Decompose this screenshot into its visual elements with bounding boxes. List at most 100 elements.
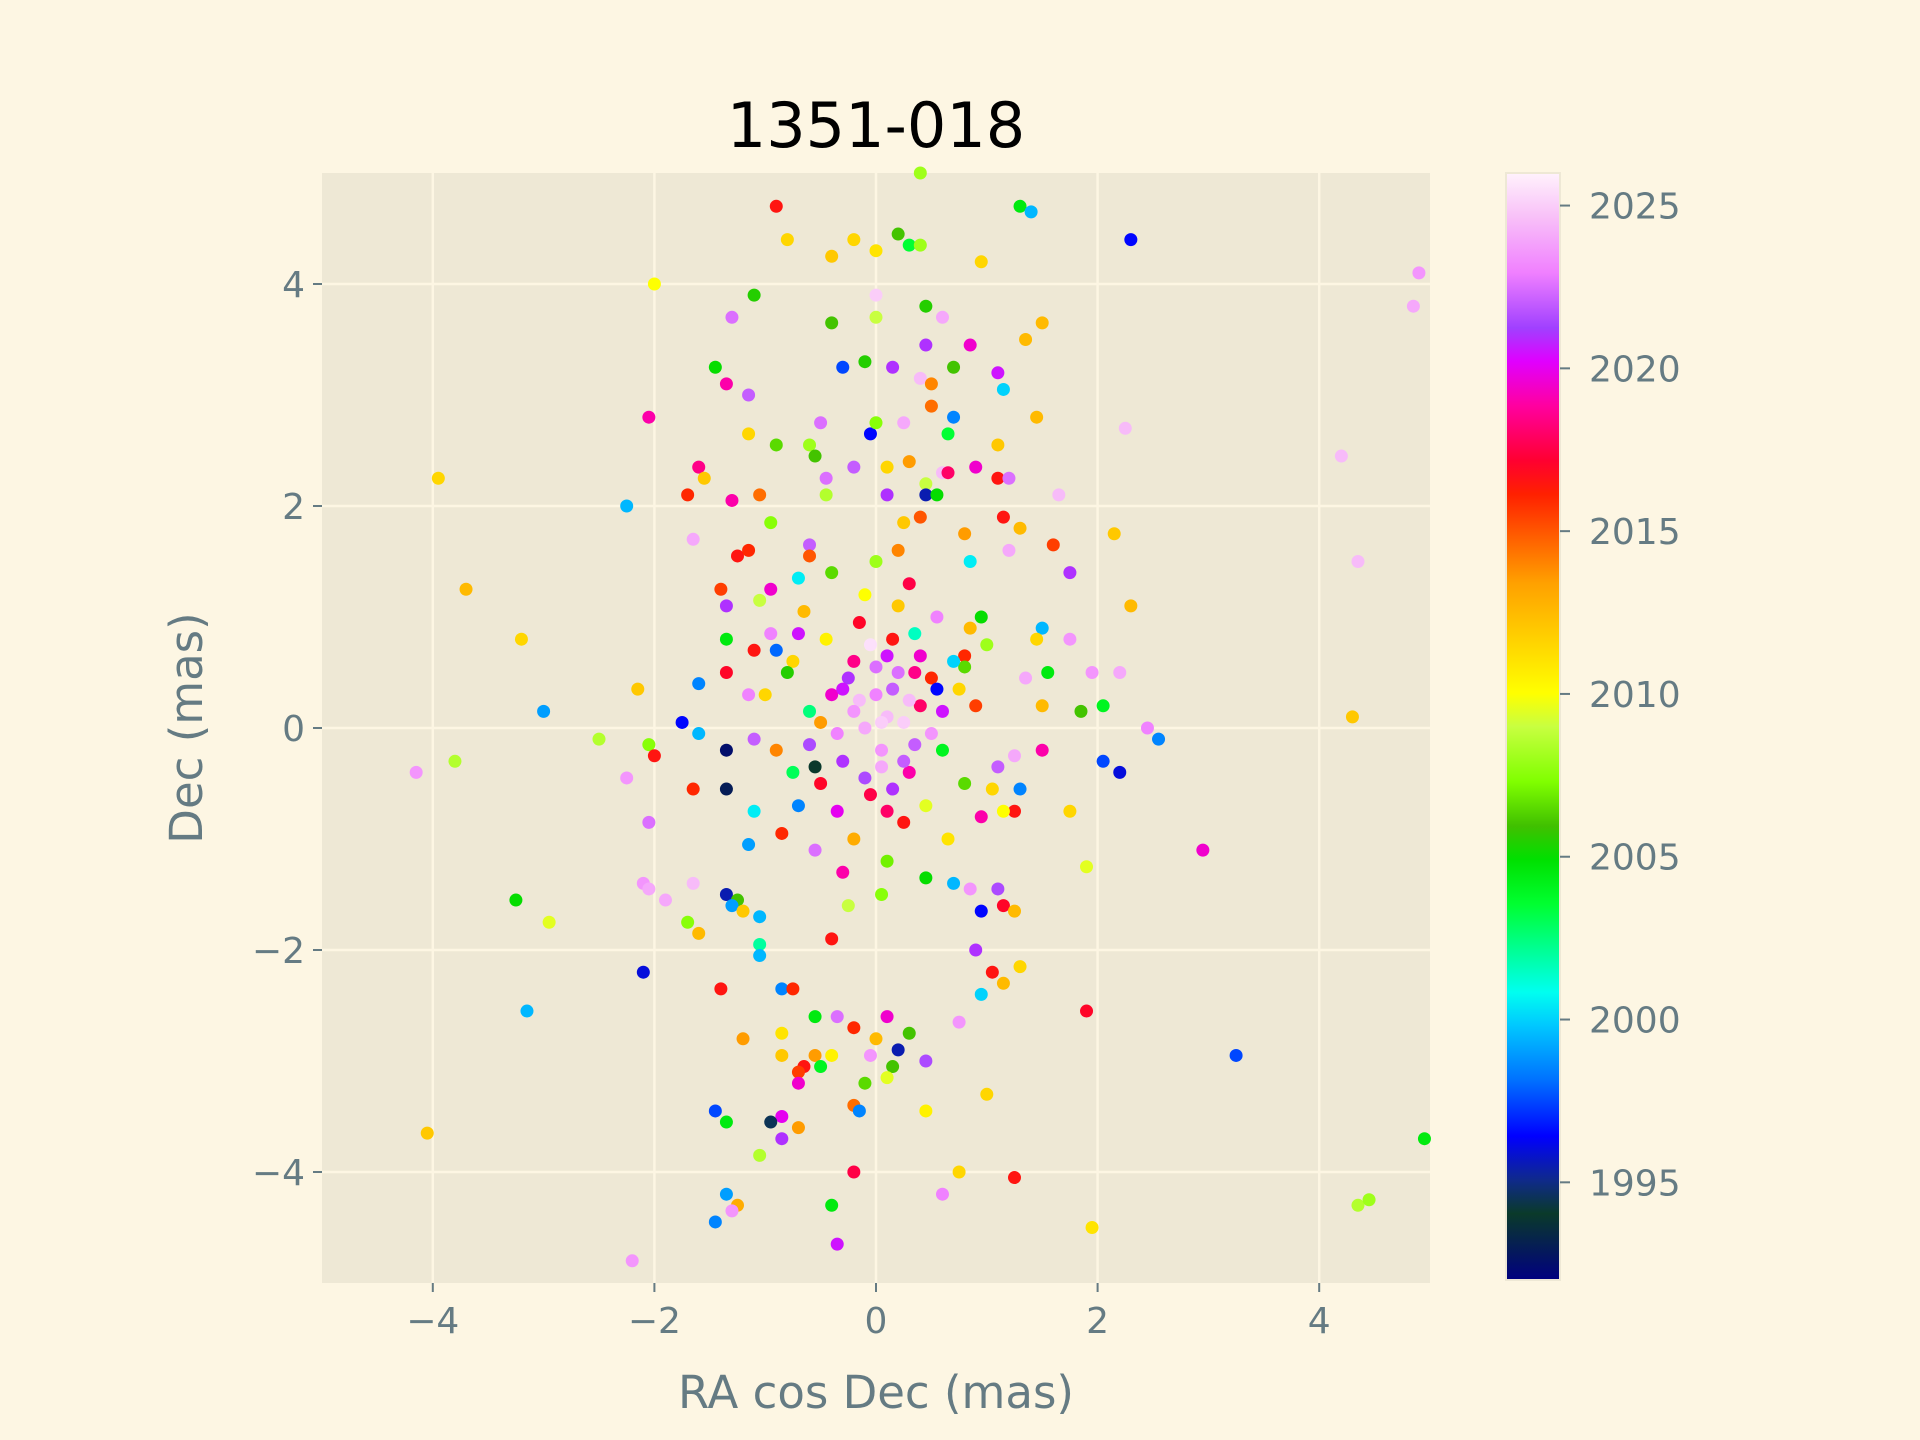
scatter-point <box>1008 749 1021 763</box>
scatter-point <box>980 638 994 652</box>
scatter-point <box>814 416 828 430</box>
scatter-point <box>913 649 927 663</box>
scatter-point <box>775 826 789 840</box>
scatter-point <box>420 1126 434 1140</box>
scatter-point <box>869 310 883 324</box>
scatter-point <box>963 621 977 635</box>
scatter-point <box>913 238 927 252</box>
y-axis-label: Dec (mas) <box>160 612 213 843</box>
scatter-point <box>592 732 606 746</box>
scatter-point <box>852 1104 866 1118</box>
scatter-point <box>725 899 739 913</box>
scatter-point <box>919 1054 933 1068</box>
scatter-point <box>819 471 833 485</box>
scatter-point <box>963 555 977 568</box>
scatter-point <box>869 660 883 674</box>
scatter-point <box>1229 1048 1243 1062</box>
scatter-point <box>1035 316 1049 330</box>
scatter-point <box>719 632 733 646</box>
scatter-point <box>908 666 922 679</box>
scatter-point <box>692 727 706 741</box>
scatter-point <box>719 743 733 757</box>
scatter-point <box>791 1076 805 1090</box>
scatter-point <box>858 355 872 369</box>
scatter-point <box>924 671 938 685</box>
scatter-point <box>974 904 988 918</box>
scatter-point <box>620 771 634 785</box>
scatter-point <box>620 499 634 513</box>
colorbar-tick-label: 2020 <box>1589 349 1681 390</box>
scatter-point <box>886 682 900 696</box>
scatter-point <box>448 754 462 768</box>
scatter-point <box>1362 1193 1376 1207</box>
scatter-point <box>958 649 972 663</box>
scatter-point <box>1008 804 1021 818</box>
scatter-point <box>742 543 756 557</box>
scatter-point <box>719 666 733 679</box>
scatter-point <box>1345 710 1359 724</box>
scatter-point <box>974 255 988 269</box>
scatter-point <box>875 760 889 774</box>
scatter-point <box>803 738 817 752</box>
scatter-point <box>786 654 800 668</box>
scatter-point <box>1063 632 1077 646</box>
scatter-point <box>686 876 700 890</box>
scatter-point <box>880 488 894 502</box>
scatter-point <box>891 666 905 679</box>
scatter-point <box>841 671 855 685</box>
scatter-point <box>847 1021 861 1035</box>
scatter-point <box>814 1060 828 1074</box>
y-tick-label: 0 <box>282 709 305 750</box>
scatter-point <box>1080 1004 1094 1018</box>
colorbar <box>1505 172 1561 1281</box>
scatter-point <box>431 471 445 485</box>
scatter-point <box>869 555 883 568</box>
scatter-point <box>1046 538 1060 552</box>
scatter-point <box>747 643 761 657</box>
scatter-point <box>803 438 817 452</box>
scatter-point <box>769 438 783 452</box>
scatter-point <box>537 704 551 718</box>
scatter-point <box>1113 765 1127 779</box>
scatter-point <box>1412 266 1426 280</box>
scatter-point <box>924 377 938 391</box>
scatter-point <box>697 471 711 485</box>
scatter-point <box>647 749 661 763</box>
scatter-point <box>1124 233 1138 247</box>
scatter-point <box>1035 621 1049 635</box>
scatter-point <box>996 899 1010 913</box>
scatter-point <box>658 893 672 907</box>
scatter-point <box>803 538 817 552</box>
scatter-point <box>902 1026 916 1040</box>
scatter-point <box>897 416 911 430</box>
scatter-point <box>858 771 872 785</box>
scatter-point <box>725 310 739 324</box>
scatter-point <box>647 277 661 291</box>
scatter-point <box>764 627 778 641</box>
scatter-point <box>742 427 756 441</box>
scatter-point <box>1417 1132 1431 1146</box>
colorbar-tick-label: 2015 <box>1589 512 1681 553</box>
scatter-point <box>974 610 988 624</box>
scatter-point <box>642 410 656 424</box>
scatter-point <box>852 616 866 630</box>
scatter-point <box>520 1004 534 1018</box>
scatter-point <box>825 1198 839 1212</box>
scatter-point <box>1085 666 1099 679</box>
scatter-point <box>808 1010 822 1024</box>
scatter-point <box>880 804 894 818</box>
scatter-point <box>686 782 700 796</box>
scatter-point <box>974 987 988 1001</box>
scatter-point <box>780 233 794 247</box>
scatter-point <box>941 466 955 480</box>
scatter-point <box>902 455 916 469</box>
y-axis-ticks: −4 −2 0 2 4 <box>252 265 322 1194</box>
scatter-point <box>642 738 656 752</box>
scatter-point <box>897 516 911 530</box>
scatter-point <box>847 1165 861 1179</box>
scatter-point <box>930 610 944 624</box>
scatter-point <box>1196 843 1210 857</box>
scatter-point <box>924 727 938 741</box>
scatter-point <box>947 360 961 374</box>
